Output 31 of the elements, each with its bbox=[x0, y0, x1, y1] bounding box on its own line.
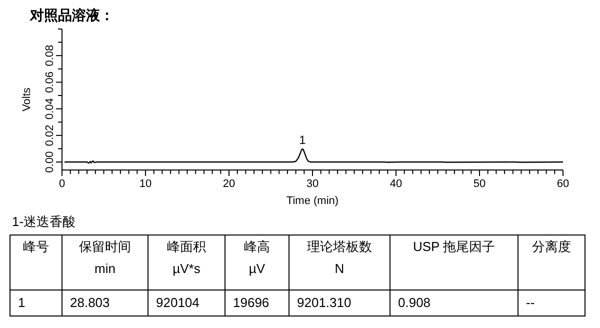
y-tick-label: 0.02 bbox=[44, 124, 56, 146]
y-tick-label: 0.04 bbox=[44, 98, 56, 120]
text: 920104 bbox=[156, 295, 200, 310]
text: 0.908 bbox=[398, 295, 431, 310]
text: 1 bbox=[18, 295, 26, 310]
text: 28.803 bbox=[70, 295, 110, 310]
text: -- bbox=[526, 295, 535, 310]
y-axis-title: Volts bbox=[21, 87, 33, 112]
category-label: 峰面积 µV*s bbox=[167, 239, 206, 276]
x-tick-label: 30 bbox=[306, 178, 319, 190]
annotation: 1 bbox=[299, 132, 306, 147]
x-tick-label: 10 bbox=[139, 178, 152, 190]
text: 9201.310 bbox=[297, 295, 352, 310]
category-label: 保留时间 min bbox=[79, 239, 131, 276]
x-tick-label: 20 bbox=[222, 178, 236, 190]
text: 1-迷迭香酸 bbox=[12, 214, 76, 229]
x-tick-label: 50 bbox=[473, 178, 486, 190]
x-tick-label: 40 bbox=[390, 178, 402, 190]
category-label: 峰号 bbox=[23, 239, 49, 254]
x-axis-title: Time (min) bbox=[286, 195, 339, 207]
y-tick-label: 0.06 bbox=[44, 71, 56, 93]
text: 19696 bbox=[233, 295, 270, 310]
y-tick-label: 0.08 bbox=[44, 44, 56, 66]
category-label: 分离度 bbox=[532, 239, 571, 254]
x-tick-label: 0 bbox=[58, 178, 66, 190]
chart-title: 对照品溶液： bbox=[29, 7, 114, 23]
y-tick-label: 0.00 bbox=[44, 151, 56, 173]
category-label: USP 拖尾因子 bbox=[412, 239, 496, 254]
category-label: 峰高 µV bbox=[244, 239, 270, 276]
category-label: 理论塔板数 N bbox=[307, 239, 372, 276]
x-tick-label: 60 bbox=[556, 178, 570, 190]
